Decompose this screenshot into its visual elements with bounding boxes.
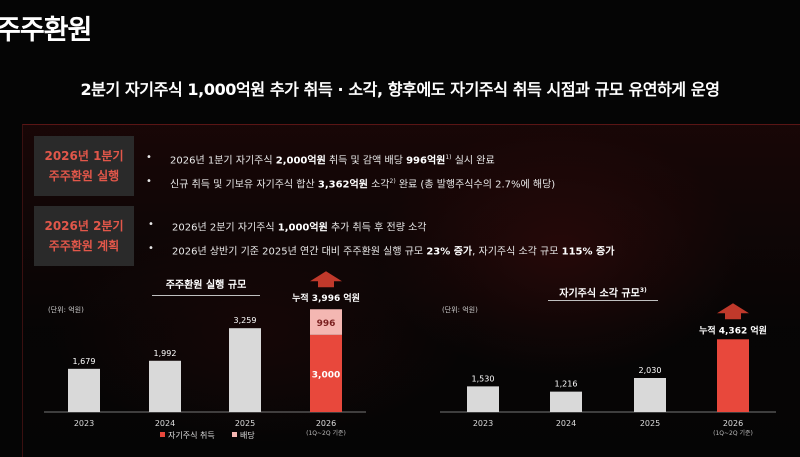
bar <box>149 360 181 412</box>
data-label: 1,992 <box>154 349 177 358</box>
data-label: 1,216 <box>555 380 578 389</box>
section-tag-line2: 주주환원 계획 <box>48 239 120 253</box>
tick-note: (1Q~2Q 기준) <box>306 429 346 437</box>
tick-label: 2025 <box>235 419 255 428</box>
chart-unit-label: (단위: 억원) <box>442 306 478 314</box>
bar <box>68 368 100 412</box>
bar <box>717 339 749 412</box>
up-arrow-icon <box>717 303 749 320</box>
data-label: 1,679 <box>73 357 96 366</box>
tick-label: 2024 <box>556 419 576 428</box>
up-arrow-icon <box>310 271 342 288</box>
section-tag-line1: 2026년 2분기 <box>44 219 124 233</box>
bar <box>634 378 666 412</box>
bar <box>467 386 499 412</box>
legend-label: 배당 <box>240 430 255 440</box>
chart-unit-label: (단위: 억원) <box>48 306 84 314</box>
chart-title-shareholder-return: 주주환원 실행 규모 <box>152 276 260 296</box>
tick-label: 2023 <box>473 419 493 428</box>
bar <box>229 328 261 412</box>
section-tag-line2: 주주환원 실행 <box>48 169 120 183</box>
bar-dividend <box>310 309 342 335</box>
tick-label: 2025 <box>640 419 660 428</box>
legend-label: 자기주식 취득 <box>168 431 215 440</box>
tick-note: (1Q~2Q 기준) <box>713 429 753 437</box>
legend-swatch <box>232 432 237 437</box>
bar <box>310 334 342 412</box>
data-label: 3,000 <box>312 370 340 380</box>
data-label: 3,259 <box>234 316 257 325</box>
bar <box>550 391 582 412</box>
section-tag-q2: 2026년 2분기 주주환원 계획 <box>34 206 134 266</box>
section-tag-line1: 2026년 1분기 <box>44 149 124 163</box>
page-title: 주주환원 <box>0 15 92 46</box>
tick-label: 2026 <box>723 419 743 428</box>
data-label: 1,530 <box>472 374 495 383</box>
tick-label: 2026 <box>316 419 336 428</box>
bullet-dot-icon: • <box>146 176 152 187</box>
data-label: 2,030 <box>639 366 662 375</box>
total-label: 누적 3,996 억원 <box>292 292 360 304</box>
total-label: 누적 4,362 억원 <box>699 324 767 336</box>
section-tag-q1: 2026년 1분기 주주환원 실행 <box>34 136 134 196</box>
tick-label: 2024 <box>155 419 175 428</box>
chart-title-treasury-cancellation: 자기주식 소각 규모3) <box>548 281 658 301</box>
tick-label: 2023 <box>74 419 94 428</box>
bullet-dot-icon: • <box>146 152 152 163</box>
data-label: 996 <box>317 319 336 329</box>
headline: 2분기 자기주식 1,000억원 추가 취득 · 소각, 향후에도 자기주식 취… <box>80 80 720 99</box>
bullet-dot-icon: • <box>148 243 154 254</box>
bullet-dot-icon: • <box>148 219 154 230</box>
legend-swatch <box>160 432 165 437</box>
